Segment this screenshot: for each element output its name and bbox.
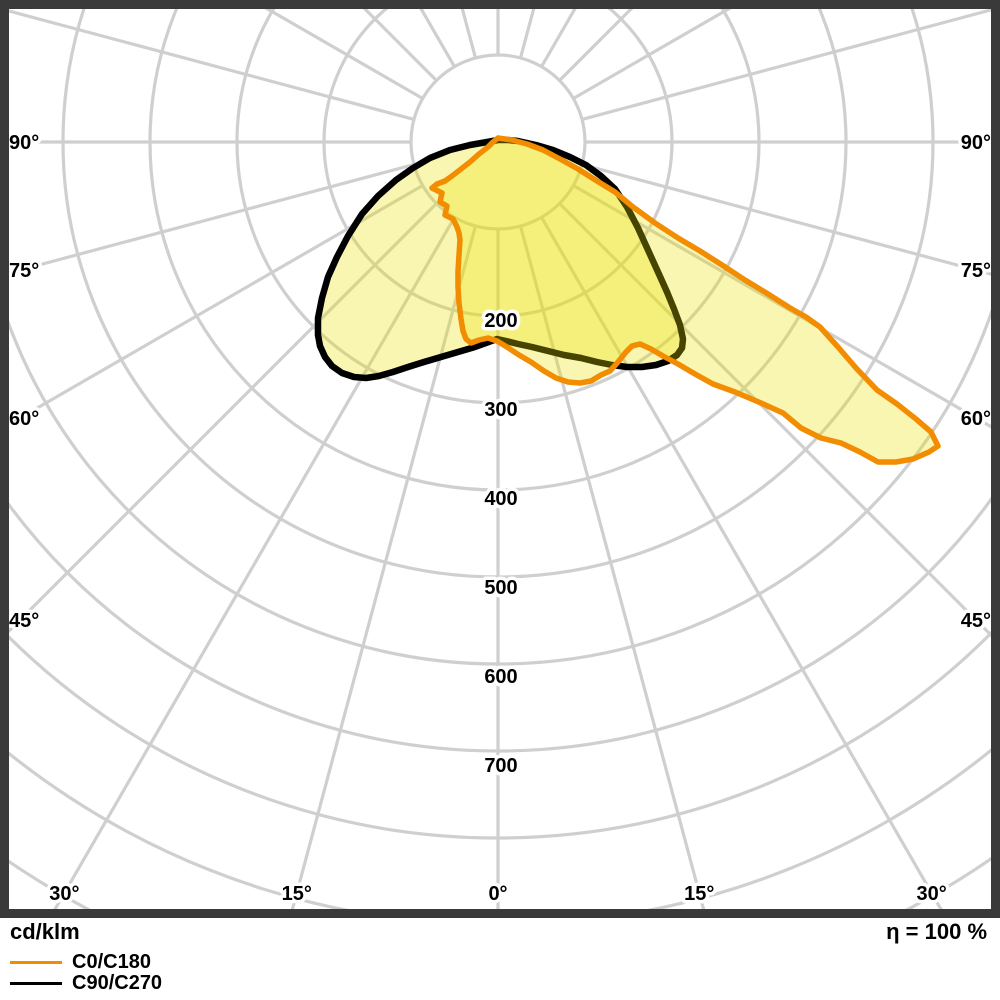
radial-line-120: [572, 9, 732, 100]
radial-line-60: [572, 184, 991, 429]
radial-line-240: [264, 9, 424, 100]
radial-line-75: [581, 162, 991, 276]
ring-label-700: 700: [484, 755, 517, 777]
angle-label-left-90: 90°: [9, 132, 39, 154]
angle-label-left-75: 75°: [9, 260, 39, 282]
angle-label-left-60: 60°: [9, 408, 39, 430]
legend-label-c90-c270: C90/C270: [72, 972, 163, 994]
ring-label-600: 600: [484, 666, 517, 688]
radial-line-300: [9, 184, 424, 427]
units-label: cd/klm: [10, 919, 80, 944]
angle-label-right-45: 45°: [961, 610, 991, 632]
efficiency-label: η = 100 %: [886, 919, 987, 944]
angle-label-bottom-right-30: 30°: [916, 883, 946, 905]
c90-c270-line-swatch: [10, 982, 62, 985]
c0-c180-line-swatch: [10, 961, 62, 964]
radial-line-315: [9, 202, 438, 634]
angle-label-bottom-right-15: 15°: [684, 883, 714, 905]
ring-label-500: 500: [484, 577, 517, 599]
intensity-curves: [314, 135, 941, 465]
ring-label-400: 400: [484, 488, 517, 510]
plot-border: [0, 0, 1000, 918]
curve-c0-c180: [429, 135, 941, 465]
radial-line-330: [53, 216, 456, 909]
radial-line-45: [558, 202, 991, 638]
angle-label-bottom-left-15: 15°: [282, 883, 312, 905]
legend-item-c90-c270: C90/C270: [10, 973, 162, 994]
angle-label-bottom-left-30: 30°: [49, 883, 79, 905]
radial-line-105: [581, 9, 991, 122]
angle-label-right-90: 90°: [961, 132, 991, 154]
angle-label-right-60: 60°: [961, 408, 991, 430]
radial-line-15: [518, 225, 706, 909]
radial-line-30: [540, 216, 943, 909]
radial-line-345: [290, 225, 478, 909]
legend-label-c0-c180: C0/C180: [72, 951, 151, 973]
radial-line-255: [9, 9, 415, 122]
legend: C0/C180 C90/C270: [10, 952, 162, 994]
angle-label-bottom-center-0: 0°: [488, 883, 507, 905]
ring-label-300: 300: [484, 399, 517, 421]
angle-label-left-45: 45°: [9, 610, 39, 632]
ring-label-200: 200: [484, 310, 517, 332]
radial-line-285: [9, 162, 415, 275]
curve-c90-c270: [314, 136, 687, 382]
legend-item-c0-c180: C0/C180: [10, 952, 162, 973]
angle-label-right-75: 75°: [961, 260, 991, 282]
